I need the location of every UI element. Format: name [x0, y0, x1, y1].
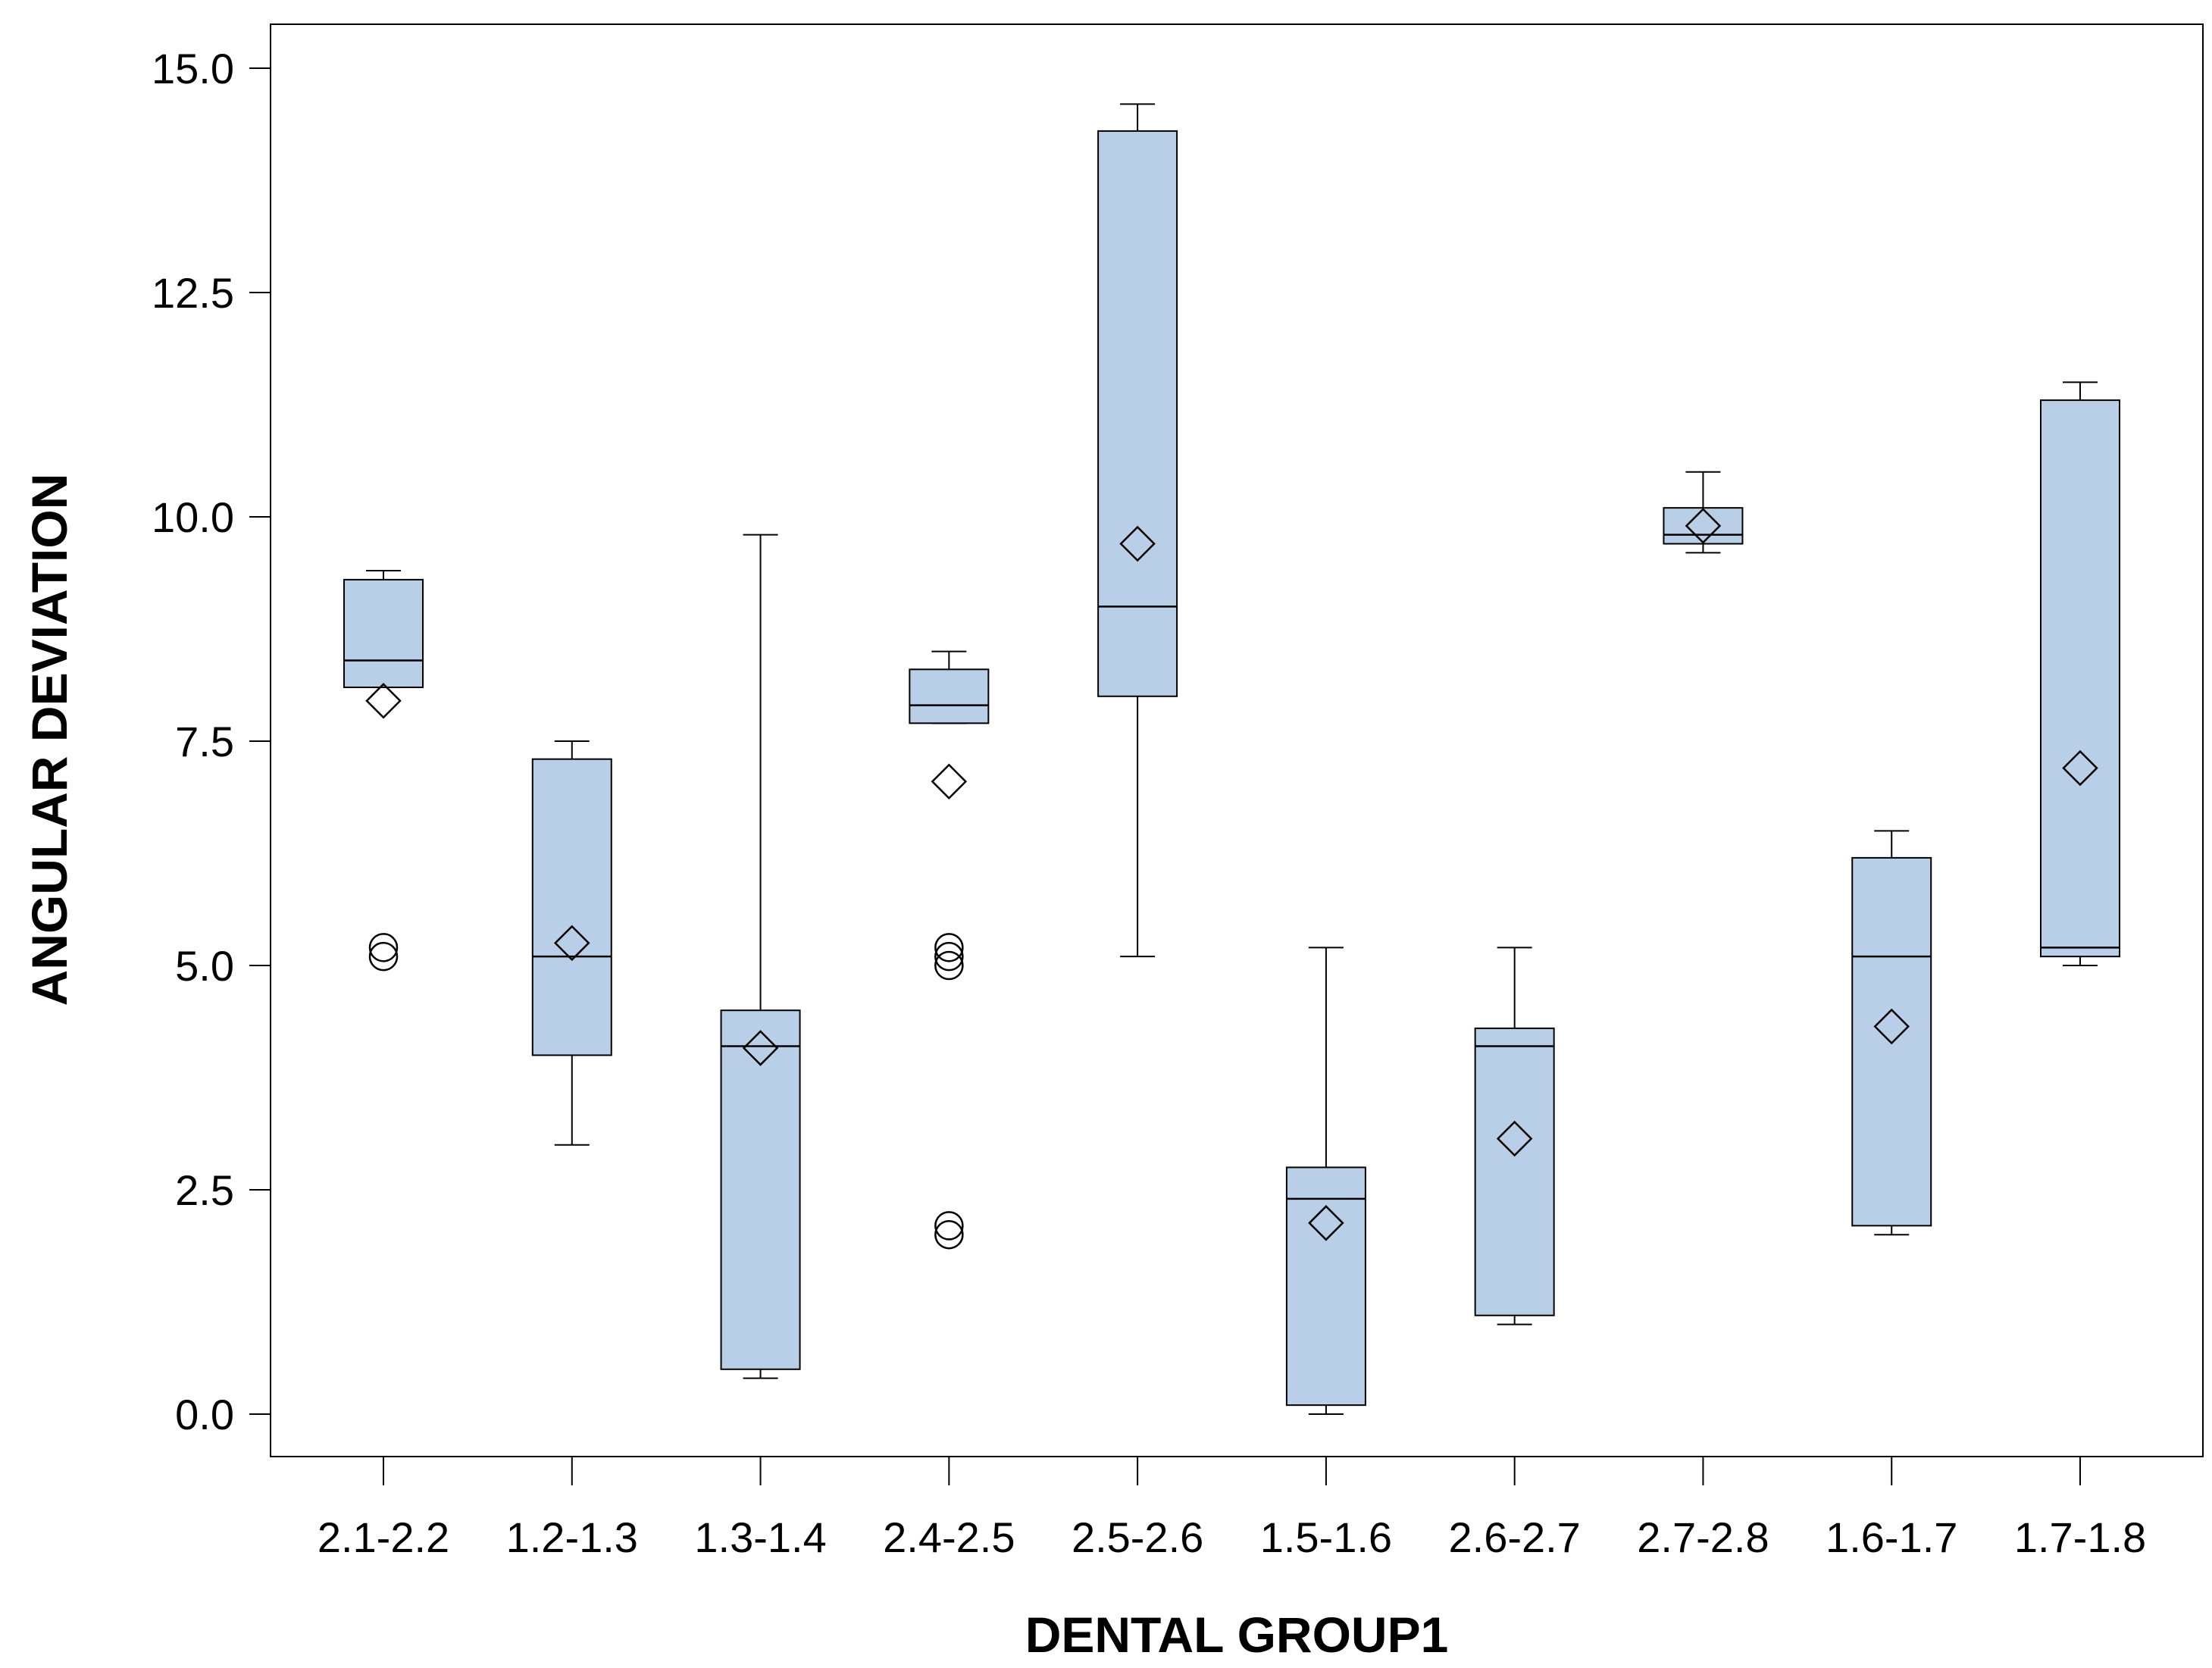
mean-marker [1496, 1120, 1533, 1157]
y-tick-label: 0.0 [175, 1391, 234, 1438]
y-tick-label: 12.5 [152, 269, 234, 317]
iqr-box [1474, 1027, 1555, 1316]
y-tick-label: 15.0 [152, 45, 234, 92]
mean-marker [1873, 1008, 1910, 1045]
outlier-point [934, 1219, 964, 1250]
box-group-2.7-2.8 [1663, 471, 1744, 554]
y-axis: 0.0 2.5 5.0 7.5 10.0 12.5 15.0 [152, 45, 271, 1438]
iqr-box [531, 758, 612, 1056]
x-tick-label: 1.3-1.4 [694, 1513, 826, 1561]
iqr-box [2040, 399, 2120, 958]
x-tick-label: 1.5-1.6 [1260, 1513, 1392, 1561]
y-tick-label: 7.5 [175, 718, 234, 765]
x-tick-label: 1.7-1.8 [2014, 1513, 2146, 1561]
box-group-1.7-1.8 [2040, 381, 2120, 966]
outlier-point [934, 941, 964, 972]
y-tick-label: 2.5 [175, 1166, 234, 1214]
iqr-box [1285, 1166, 1366, 1407]
x-tick-label: 1.6-1.7 [1826, 1513, 1957, 1561]
x-tick-label: 2.5-2.6 [1072, 1513, 1203, 1561]
outlier-point [934, 1211, 964, 1241]
mean-marker [554, 925, 590, 962]
outlier-point [934, 933, 964, 962]
outlier-point [368, 933, 399, 962]
y-tick-label: 5.0 [175, 942, 234, 990]
mean-marker [931, 763, 968, 800]
box-group-2.5-2.6 [1097, 103, 1178, 958]
mean-marker [742, 1030, 779, 1066]
iqr-box [1663, 507, 1744, 545]
mean-marker [2062, 750, 2098, 787]
box-group-1.2-1.3 [531, 740, 612, 1146]
iqr-box [1097, 130, 1178, 697]
y-axis-title: ANGULAR DEVIATION [21, 474, 77, 1006]
mean-marker [1308, 1205, 1344, 1241]
iqr-box [1851, 856, 1932, 1227]
mean-marker [365, 682, 402, 719]
box-group-1.5-1.6 [1285, 947, 1366, 1415]
iqr-box [909, 668, 990, 724]
iqr-box [720, 1009, 801, 1370]
x-axis: 2.1-2.2 1.2-1.3 1.3-1.4 2.4-2.5 2.5-2.6 1.5-1… [318, 1457, 2146, 1561]
mean-marker [1685, 508, 1722, 544]
box-group-1.6-1.7 [1851, 830, 1932, 1236]
outlier-point [368, 941, 399, 972]
x-tick-label: 2.4-2.5 [883, 1513, 1015, 1561]
boxes-layer [343, 103, 2120, 1415]
box-group-2.4-2.5 [909, 650, 990, 1250]
mean-marker [1119, 525, 1156, 562]
x-tick-label: 1.2-1.3 [506, 1513, 638, 1561]
box-group-2.1-2.2 [343, 570, 424, 972]
y-tick-label: 10.0 [152, 493, 234, 541]
x-axis-title: DENTAL GROUP1 [1025, 1607, 1449, 1663]
x-tick-label: 2.1-2.2 [318, 1513, 449, 1561]
box-group-2.6-2.7 [1474, 947, 1555, 1325]
outlier-point [934, 950, 964, 981]
box-group-1.3-1.4 [720, 534, 801, 1379]
x-tick-label: 2.7-2.8 [1637, 1513, 1769, 1561]
x-tick-label: 2.6-2.7 [1448, 1513, 1580, 1561]
iqr-box [343, 578, 424, 688]
